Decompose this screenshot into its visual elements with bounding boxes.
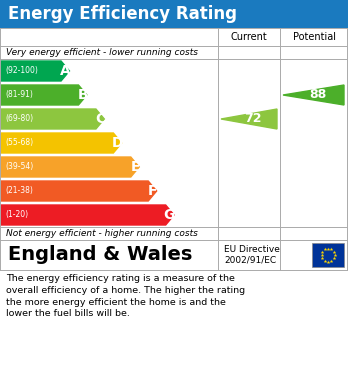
Text: (21-38): (21-38) bbox=[5, 187, 33, 196]
Text: (81-91): (81-91) bbox=[5, 90, 33, 99]
Text: (69-80): (69-80) bbox=[5, 115, 33, 124]
Text: D: D bbox=[111, 136, 123, 150]
Text: 72: 72 bbox=[244, 113, 262, 126]
Text: B: B bbox=[77, 88, 88, 102]
Text: The energy efficiency rating is a measure of the
overall efficiency of a home. T: The energy efficiency rating is a measur… bbox=[6, 274, 245, 318]
Polygon shape bbox=[221, 109, 277, 129]
Text: Energy Efficiency Rating: Energy Efficiency Rating bbox=[8, 5, 237, 23]
Text: England & Wales: England & Wales bbox=[8, 246, 192, 264]
Text: F: F bbox=[148, 184, 158, 198]
Polygon shape bbox=[1, 157, 139, 177]
Bar bbox=[0, 240, 348, 270]
Text: EU Directive: EU Directive bbox=[224, 246, 280, 255]
Polygon shape bbox=[1, 109, 104, 129]
Text: (92-100): (92-100) bbox=[5, 66, 38, 75]
Polygon shape bbox=[1, 61, 70, 81]
Text: Current: Current bbox=[231, 32, 267, 42]
Polygon shape bbox=[1, 181, 157, 201]
Text: (39-54): (39-54) bbox=[5, 163, 33, 172]
Polygon shape bbox=[1, 133, 122, 153]
Bar bbox=[0, 0, 348, 28]
Text: C: C bbox=[95, 112, 105, 126]
Text: 2002/91/EC: 2002/91/EC bbox=[224, 255, 276, 264]
Text: (1-20): (1-20) bbox=[5, 210, 28, 219]
Text: G: G bbox=[164, 208, 175, 222]
Text: 88: 88 bbox=[309, 88, 326, 102]
Text: Potential: Potential bbox=[293, 32, 335, 42]
Text: E: E bbox=[131, 160, 140, 174]
Text: Very energy efficient - lower running costs: Very energy efficient - lower running co… bbox=[6, 48, 198, 57]
Text: (55-68): (55-68) bbox=[5, 138, 33, 147]
Polygon shape bbox=[283, 85, 344, 105]
Bar bbox=[312, 243, 344, 267]
Polygon shape bbox=[1, 85, 87, 105]
Polygon shape bbox=[1, 205, 174, 225]
Text: Not energy efficient - higher running costs: Not energy efficient - higher running co… bbox=[6, 229, 198, 238]
Text: A: A bbox=[60, 64, 70, 78]
